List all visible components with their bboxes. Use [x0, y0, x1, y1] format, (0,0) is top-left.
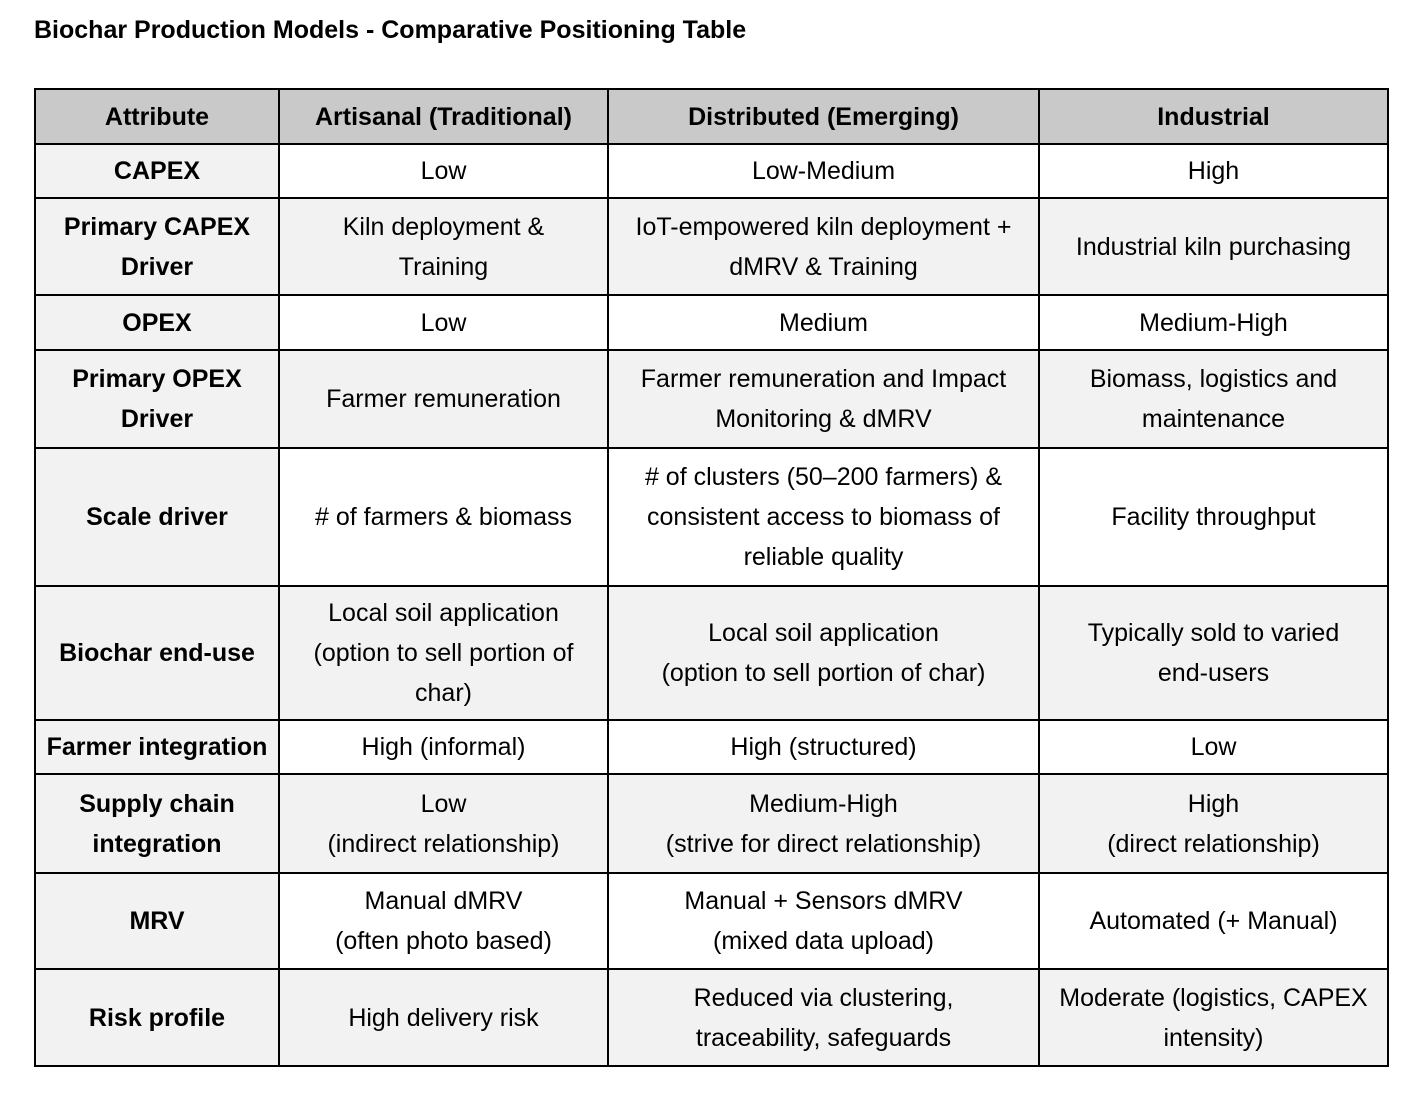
value-cell: Low (indirect relationship) [278, 773, 609, 874]
table-row-primary-opex-driver: Primary OPEX Driver Farmer remuneration … [34, 349, 1389, 449]
column-header-distributed: Distributed (Emerging) [607, 88, 1040, 145]
attribute-cell: Biochar end-use [34, 585, 280, 721]
value-cell: Low [1038, 719, 1389, 775]
comparison-table: Attribute Artisanal (Traditional) Distri… [34, 88, 1389, 1067]
value-cell: High (informal) [278, 719, 609, 775]
attribute-cell: Supply chain integration [34, 773, 280, 874]
value-cell: High (structured) [607, 719, 1040, 775]
value-cell: Typically sold to varied end-users [1038, 585, 1389, 721]
attribute-cell: OPEX [34, 294, 280, 351]
column-header-artisanal: Artisanal (Traditional) [278, 88, 609, 145]
attribute-cell: Primary CAPEX Driver [34, 197, 280, 296]
attribute-cell: Risk profile [34, 968, 280, 1067]
table-row-farmer-integration: Farmer integration High (informal) High … [34, 719, 1389, 775]
value-cell: High delivery risk [278, 968, 609, 1067]
value-cell: High (direct relationship) [1038, 773, 1389, 874]
value-cell: IoT-empowered kiln deployment + dMRV & T… [607, 197, 1040, 296]
attribute-cell: MRV [34, 872, 280, 970]
table-row-capex: CAPEX Low Low-Medium High [34, 143, 1389, 199]
value-cell: Farmer remuneration [278, 349, 609, 449]
table-row-primary-capex-driver: Primary CAPEX Driver Kiln deployment & T… [34, 197, 1389, 296]
attribute-cell: Farmer integration [34, 719, 280, 775]
value-cell: Low-Medium [607, 143, 1040, 199]
value-cell: Industrial kiln purchasing [1038, 197, 1389, 296]
value-cell: Moderate (logistics, CAPEX intensity) [1038, 968, 1389, 1067]
table-row-risk-profile: Risk profile High delivery risk Reduced … [34, 968, 1389, 1067]
value-cell: Manual + Sensors dMRV (mixed data upload… [607, 872, 1040, 970]
value-cell: Medium-High (strive for direct relations… [607, 773, 1040, 874]
table-row-biochar-end-use: Biochar end-use Local soil application (… [34, 585, 1389, 721]
value-cell: Medium-High [1038, 294, 1389, 351]
value-cell: Kiln deployment & Training [278, 197, 609, 296]
value-cell: Local soil application (option to sell p… [278, 585, 609, 721]
table-row-scale-driver: Scale driver # of farmers & biomass # of… [34, 447, 1389, 587]
value-cell: Facility throughput [1038, 447, 1389, 587]
header-row: Attribute Artisanal (Traditional) Distri… [34, 88, 1389, 145]
value-cell: Biomass, logistics and maintenance [1038, 349, 1389, 449]
column-header-attribute: Attribute [34, 88, 280, 145]
value-cell: # of farmers & biomass [278, 447, 609, 587]
value-cell: Reduced via clustering, traceability, sa… [607, 968, 1040, 1067]
page-title: Biochar Production Models - Comparative … [34, 16, 747, 44]
value-cell: Local soil application (option to sell p… [607, 585, 1040, 721]
attribute-cell: Primary OPEX Driver [34, 349, 280, 449]
attribute-cell: CAPEX [34, 143, 280, 199]
value-cell: Farmer remuneration and Impact Monitorin… [607, 349, 1040, 449]
table-row-supply-chain-integration: Supply chain integration Low (indirect r… [34, 773, 1389, 874]
value-cell: Manual dMRV (often photo based) [278, 872, 609, 970]
value-cell: Low [278, 294, 609, 351]
value-cell: Automated (+ Manual) [1038, 872, 1389, 970]
value-cell: # of clusters (50–200 farmers) & consist… [607, 447, 1040, 587]
table-row-opex: OPEX Low Medium Medium-High [34, 294, 1389, 351]
attribute-cell: Scale driver [34, 447, 280, 587]
value-cell: Low [278, 143, 609, 199]
value-cell: High [1038, 143, 1389, 199]
table-row-mrv: MRV Manual dMRV (often photo based) Manu… [34, 872, 1389, 970]
column-header-industrial: Industrial [1038, 88, 1389, 145]
value-cell: Medium [607, 294, 1040, 351]
